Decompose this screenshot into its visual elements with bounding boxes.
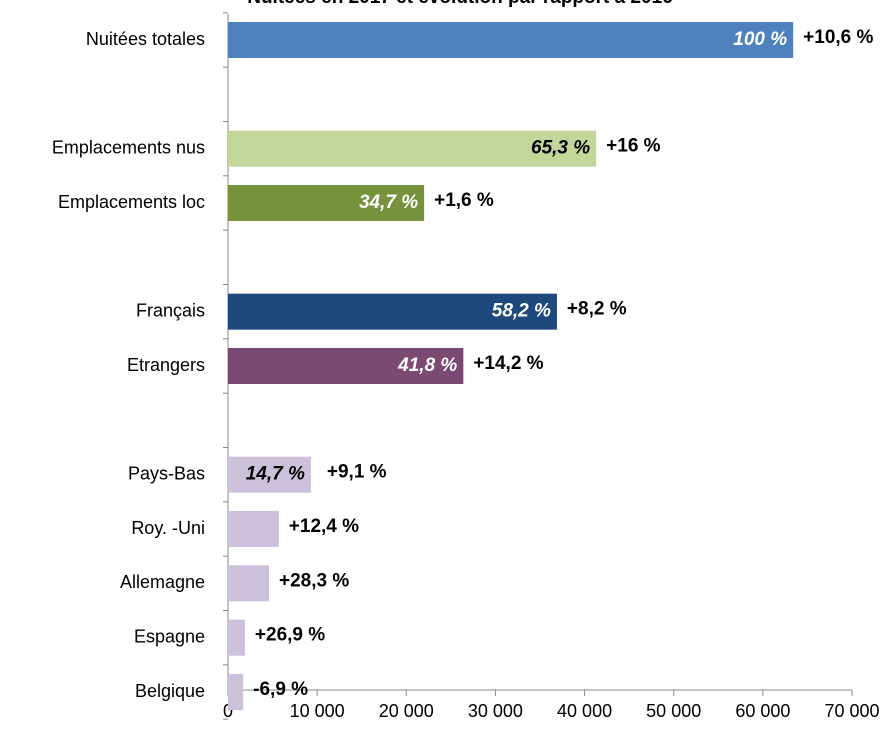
bar — [228, 185, 425, 221]
y-tick-label: Emplacements loc — [58, 192, 205, 212]
bar — [228, 293, 557, 330]
bar — [228, 674, 244, 710]
share-label: 34,7 % — [359, 192, 418, 213]
change-label: +8,2 % — [567, 299, 627, 320]
y-tick-label: Pays-Bas — [128, 463, 205, 483]
x-tick-label: 30 000 — [468, 701, 523, 721]
x-tick-label: 10 000 — [290, 701, 345, 721]
bar — [228, 130, 597, 167]
change-label: +26,9 % — [255, 625, 325, 646]
y-tick-label: Français — [136, 300, 205, 320]
y-tick-label: Allemagne — [120, 572, 205, 592]
x-tick-label: 70 000 — [824, 701, 879, 721]
y-tick-label: Belgique — [135, 681, 205, 701]
x-tick-label: 60 000 — [735, 701, 790, 721]
y-tick-label: Etrangers — [127, 355, 205, 375]
bar — [228, 22, 794, 58]
change-label: +10,6 % — [803, 27, 873, 48]
share-label: 100 % — [733, 29, 787, 50]
change-label: +16 % — [606, 136, 661, 157]
change-label: +14,2 % — [473, 353, 543, 374]
y-tick-label: Espagne — [134, 626, 205, 646]
share-label: 41,8 % — [397, 355, 457, 376]
bar — [228, 619, 245, 656]
x-tick-label: 0 — [223, 701, 233, 721]
bar — [228, 511, 279, 547]
y-tick-label: Nuitées totales — [86, 29, 205, 49]
change-label: +1,6 % — [434, 190, 494, 211]
change-label: +28,3 % — [279, 570, 349, 591]
change-label: -6,9 % — [253, 679, 308, 700]
chart-title: Nuitées en 2017 et évolution par rapport… — [247, 0, 673, 8]
bar — [228, 456, 311, 493]
change-label: +12,4 % — [289, 516, 359, 537]
bar — [228, 348, 464, 384]
x-tick-label: 50 000 — [646, 701, 701, 721]
share-label: 14,7 % — [246, 464, 305, 485]
share-label: 58,2 % — [492, 301, 551, 322]
share-label: 65,3 % — [531, 138, 590, 159]
y-tick-label: Emplacements nus — [52, 137, 205, 157]
x-tick-label: 20 000 — [379, 701, 434, 721]
y-tick-label: Roy. -Uni — [131, 518, 205, 538]
x-tick-label: 40 000 — [557, 701, 612, 721]
change-label: +9,1 % — [327, 462, 387, 483]
bar — [228, 565, 270, 602]
